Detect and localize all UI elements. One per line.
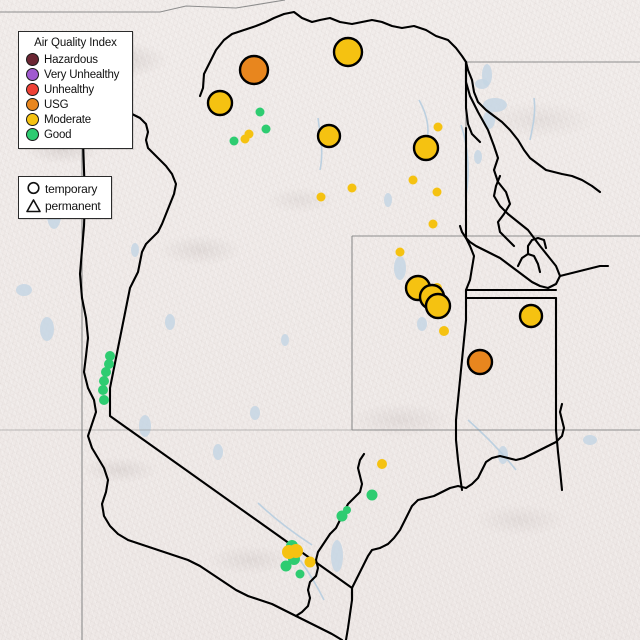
legend-item-temporary[interactable]: temporary — [25, 180, 105, 197]
moderate-swatch-icon — [26, 113, 39, 126]
station-marker[interactable] — [99, 376, 109, 386]
good-swatch-icon — [26, 128, 39, 141]
hazardous-swatch-icon — [26, 53, 39, 66]
station-marker[interactable] — [206, 89, 234, 117]
station-marker[interactable] — [347, 183, 357, 193]
legend-item-label: USG — [44, 98, 69, 111]
station-marker[interactable] — [295, 569, 305, 579]
station-marker[interactable] — [377, 459, 387, 469]
primary-boundaries — [78, 10, 610, 640]
legend-item-label: Hazardous — [44, 53, 98, 66]
station-marker[interactable] — [104, 359, 114, 369]
station-marker[interactable] — [304, 556, 316, 568]
station-marker[interactable] — [439, 326, 449, 336]
very-unhealthy-swatch-icon — [26, 68, 39, 81]
station-marker[interactable] — [98, 385, 108, 395]
circle-icon — [25, 181, 42, 197]
station-marker[interactable] — [316, 123, 342, 149]
station-marker[interactable] — [261, 124, 271, 134]
station-marker[interactable] — [518, 303, 544, 329]
station-marker[interactable] — [336, 510, 348, 522]
legend-item-label: Good — [44, 128, 72, 141]
station-marker[interactable] — [366, 489, 378, 501]
station-marker[interactable] — [280, 560, 292, 572]
usg-swatch-icon — [26, 98, 39, 111]
legend-item-hazardous[interactable]: Hazardous — [26, 52, 125, 67]
station-marker[interactable] — [238, 54, 270, 86]
station-marker[interactable] — [408, 175, 418, 185]
legend-item-label: permanent — [45, 198, 101, 213]
legend-item-moderate[interactable]: Moderate — [26, 112, 125, 127]
station-marker[interactable] — [316, 192, 326, 202]
legend-item-very-unhealthy[interactable]: Very Unhealthy — [26, 67, 125, 82]
station-marker[interactable] — [432, 187, 442, 197]
legend-title: Air Quality Index — [34, 37, 117, 49]
station-marker[interactable] — [99, 395, 109, 405]
legend-item-good[interactable]: Good — [26, 127, 125, 142]
station-marker[interactable] — [244, 129, 254, 139]
station-marker[interactable] — [229, 136, 239, 146]
station-marker[interactable] — [105, 351, 115, 361]
legend-air-quality-index: Air Quality Index Hazardous Very Unhealt… — [18, 31, 133, 149]
legend-item-label: Unhealthy — [44, 83, 94, 96]
station-marker[interactable] — [428, 219, 438, 229]
station-marker[interactable] — [101, 367, 111, 377]
station-marker[interactable] — [424, 292, 452, 320]
legend-item-label: Very Unhealthy — [44, 68, 120, 81]
legend-item-usg[interactable]: USG — [26, 97, 125, 112]
unhealthy-swatch-icon — [26, 83, 39, 96]
triangle-icon — [25, 198, 42, 214]
station-marker[interactable] — [412, 134, 440, 162]
legend-item-unhealthy[interactable]: Unhealthy — [26, 82, 125, 97]
station-marker[interactable] — [433, 122, 443, 132]
station-marker[interactable] — [466, 348, 494, 376]
legend-station-type: temporary permanent — [18, 176, 112, 219]
station-marker[interactable] — [255, 107, 265, 117]
station-marker[interactable] — [395, 247, 405, 257]
station-marker[interactable] — [332, 36, 364, 68]
station-marker[interactable] — [289, 544, 303, 558]
legend-item-permanent[interactable]: permanent — [25, 197, 105, 214]
legend-item-label: temporary — [45, 181, 98, 196]
legend-item-label: Moderate — [44, 113, 91, 126]
